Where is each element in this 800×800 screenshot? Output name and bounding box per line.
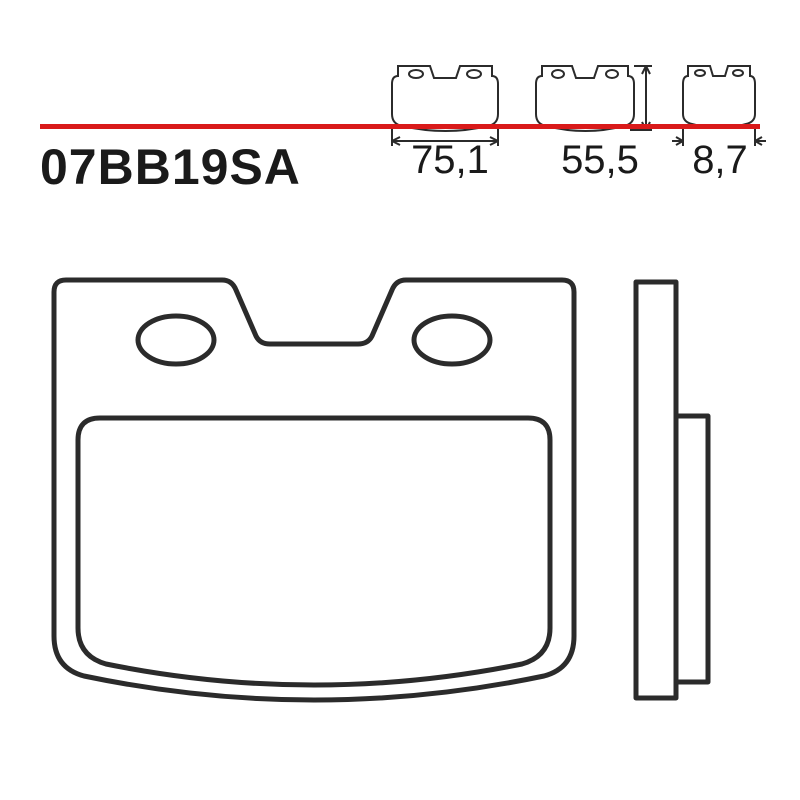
brake-pad-front-view [54,280,574,700]
technical-drawing [0,240,800,780]
dimension-height: 55,5 [530,138,670,198]
header-dimension-icons [0,30,800,120]
dimension-width: 75,1 [380,138,520,198]
part-number: 07BB19SA [40,138,301,196]
header-divider [40,124,760,129]
brake-pad-side-view [636,282,708,698]
dimension-thickness: 8,7 [680,138,760,198]
